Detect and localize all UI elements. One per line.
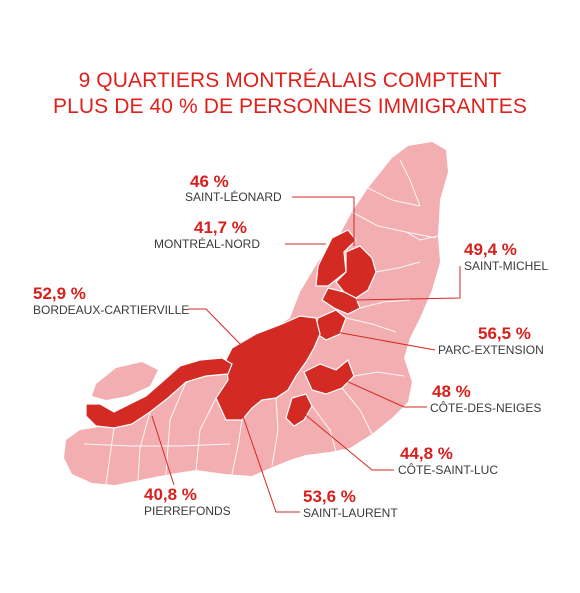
- map-title-line-2: PLUS DE 40 % DE PERSONNES IMMIGRANTES: [53, 95, 527, 118]
- parc-extension-label: PARC-EXTENSION: [438, 343, 544, 357]
- western-island: [92, 362, 158, 400]
- leader-bordeaux-cartierville: [188, 308, 245, 349]
- district-cote-saint-luc: [285, 393, 313, 427]
- saint-michel-percent: 49,4 %: [464, 240, 517, 259]
- district-pierrefonds: [85, 357, 233, 429]
- leader-cote-saint-luc: [301, 411, 394, 471]
- leader-pierrefonds: [151, 415, 175, 486]
- leader-saint-michel: [355, 266, 461, 301]
- cote-saint-luc-label: CÔTE-SAINT-LUC: [398, 463, 499, 477]
- leader-cote-des-neiges: [343, 379, 427, 408]
- saint-leonard-label: SAINT-LÉONARD: [185, 190, 282, 204]
- montreal-nord-percent: 41,7 %: [194, 218, 247, 237]
- district-saint-leonard: [335, 245, 377, 299]
- pierrefonds-label: PIERREFONDS: [144, 504, 231, 518]
- bordeaux-cartierville-label: BORDEAUX-CARTIERVILLE: [33, 303, 190, 317]
- bordeaux-cartierville-percent: 52,9 %: [33, 284, 86, 303]
- saint-laurent-percent: 53,6 %: [303, 487, 356, 506]
- parc-extension-percent: 56,5 %: [478, 324, 531, 343]
- borough-borders: [83, 159, 439, 485]
- leader-saint-laurent: [235, 395, 300, 513]
- leader-lines: [151, 196, 461, 513]
- saint-michel-label: SAINT-MICHEL: [464, 259, 549, 273]
- montreal-nord-label: MONTRÉAL-NORD: [154, 237, 261, 251]
- saint-laurent-label: SAINT-LAURENT: [303, 506, 398, 520]
- leader-saint-leonard: [292, 196, 355, 246]
- cote-des-neiges-percent: 48 %: [432, 382, 471, 401]
- cote-saint-luc-percent: 44,8 %: [400, 444, 453, 463]
- pierrefonds-percent: 40,8 %: [144, 485, 197, 504]
- district-saint-michel: [321, 287, 361, 315]
- leader-parc-extension: [335, 331, 436, 351]
- island-base: [64, 142, 448, 485]
- map-title-line-1: 9 QUARTIERS MONTRÉALAIS COMPTENT: [78, 69, 502, 92]
- saint-leonard-percent: 46 %: [190, 172, 229, 191]
- cote-des-neiges-label: CÔTE-DES-NEIGES: [430, 401, 542, 415]
